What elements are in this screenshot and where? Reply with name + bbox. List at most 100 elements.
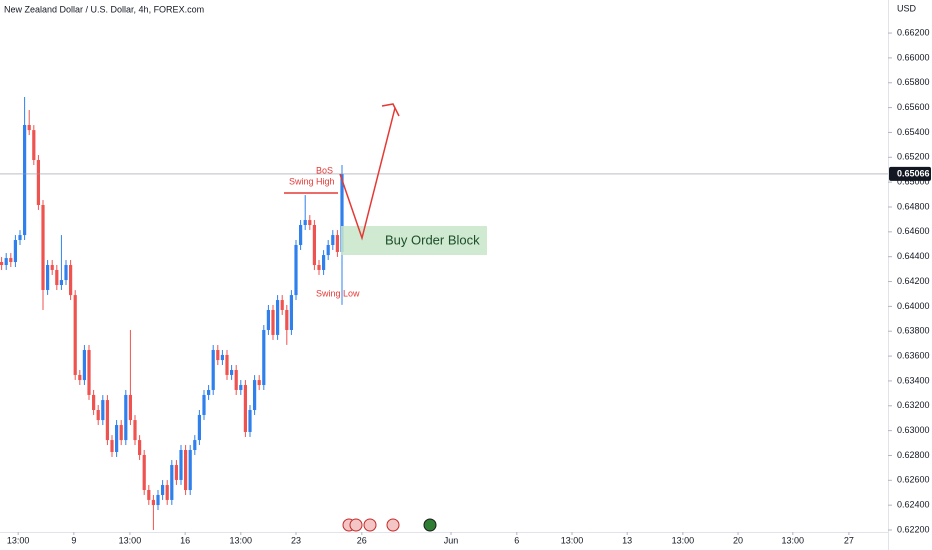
candle-body <box>331 235 335 246</box>
candle-body <box>110 440 114 452</box>
x-tick-label: 9 <box>71 535 76 545</box>
candle-body <box>142 454 146 491</box>
candle-body <box>128 394 133 421</box>
candle-body <box>234 369 238 390</box>
candle-body <box>9 258 13 263</box>
y-tick-label: 0.64800 <box>897 201 930 211</box>
candle-body <box>257 380 261 386</box>
candle-body <box>298 225 303 246</box>
candle-body <box>285 309 289 330</box>
event-icon <box>363 518 377 532</box>
y-tick-label: 0.64600 <box>897 226 930 236</box>
candle-body <box>18 235 22 241</box>
x-tick-label: 13:00 <box>561 535 584 545</box>
y-tick-label: 0.63400 <box>897 375 930 385</box>
candle-body <box>326 245 330 256</box>
candle-body <box>174 465 179 480</box>
candle-body <box>13 240 18 263</box>
x-tick-label: 13:00 <box>7 535 30 545</box>
candle-body <box>202 394 206 415</box>
order-block <box>341 226 487 255</box>
y-tick-label: 0.66200 <box>897 27 930 37</box>
y-tick-label: 0.62400 <box>897 500 930 510</box>
chart-title: New Zealand Dollar / U.S. Dollar, 4h, FO… <box>4 4 204 14</box>
candle-body <box>276 300 280 335</box>
y-tick-label: 0.62800 <box>897 450 930 460</box>
candle-body <box>101 400 105 421</box>
event-icons <box>342 518 437 532</box>
candle-body <box>211 349 215 390</box>
candle-body <box>170 465 174 500</box>
y-tick-label: 0.65200 <box>897 152 930 162</box>
candle-body <box>138 440 142 455</box>
y-tick-label: 0.66000 <box>897 52 930 62</box>
candle-body <box>78 374 82 381</box>
y-tick-label: 0.63000 <box>897 425 930 435</box>
candle-body <box>207 389 211 395</box>
candle-body <box>32 130 36 161</box>
candle-body <box>73 295 77 375</box>
candle-body <box>308 220 312 226</box>
event-icon <box>423 518 437 532</box>
x-tick-label: 26 <box>357 535 367 545</box>
x-tick-label: 27 <box>844 535 854 545</box>
candle-body <box>27 124 31 131</box>
candle-body <box>294 245 298 296</box>
candle-body <box>156 494 160 506</box>
current-price-box <box>889 166 931 181</box>
x-tick-label: 13:00 <box>230 535 253 545</box>
candle-body <box>243 385 248 432</box>
x-tick-label: 13:00 <box>672 535 695 545</box>
plot <box>0 97 888 531</box>
candle-body <box>96 409 100 421</box>
candle-body <box>280 300 284 310</box>
y-tick-label: 0.62600 <box>897 475 930 485</box>
candle-body <box>239 385 243 390</box>
y-tick-label: 0.62200 <box>897 524 930 534</box>
current-price-label: 0.65066 <box>897 168 930 178</box>
order-block-label: Buy Order Block <box>385 232 480 247</box>
candle-body <box>193 440 197 451</box>
candle-body <box>266 309 271 330</box>
candle-body <box>321 255 326 270</box>
candle-body <box>161 485 165 495</box>
candle-body <box>312 225 316 266</box>
candle-body <box>59 280 64 286</box>
candle-body <box>335 235 339 252</box>
x-tick-label: 6 <box>514 535 519 545</box>
candle-body <box>230 369 234 375</box>
y-tick-label: 0.65800 <box>897 77 930 87</box>
y-tick-label: 0.63600 <box>897 350 930 360</box>
candle-body <box>340 173 344 252</box>
candle-body <box>0 262 4 266</box>
candle-body <box>248 409 252 432</box>
candle-body <box>41 204 45 290</box>
candle-body <box>105 400 110 441</box>
candle-body <box>303 220 307 226</box>
swing-low-label: Swing Low <box>316 288 360 298</box>
currency-label: USD <box>897 3 917 13</box>
y-tick-label: 0.64400 <box>897 251 930 261</box>
x-tick-label: 20 <box>733 535 743 545</box>
y-tick-label: 0.65000 <box>897 177 930 187</box>
candle-body <box>133 420 137 441</box>
candle-body <box>188 450 192 491</box>
x-tick-label: 16 <box>180 535 190 545</box>
candle-body <box>225 354 229 375</box>
candle-body <box>151 499 156 506</box>
projection-arrow <box>339 107 396 241</box>
candle-body <box>197 414 202 441</box>
bos-label: BoS <box>316 165 333 175</box>
y-tick-label: 0.65600 <box>897 102 930 112</box>
candle-body <box>69 265 73 296</box>
candle-body <box>165 485 169 500</box>
candle-body <box>253 380 257 410</box>
event-icon <box>349 518 363 532</box>
candle-body <box>262 329 266 386</box>
candle-body <box>289 295 294 330</box>
candle-body <box>271 309 275 335</box>
x-tick-label: Jun <box>444 535 459 545</box>
y-tick-label: 0.63800 <box>897 326 930 336</box>
x-tick-label: 13 <box>622 535 632 545</box>
